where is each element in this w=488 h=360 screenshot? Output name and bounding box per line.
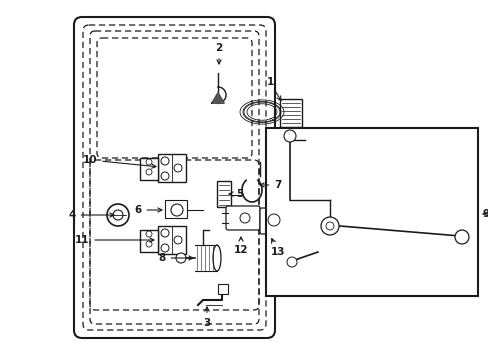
Bar xyxy=(218,284,227,294)
Circle shape xyxy=(161,157,169,165)
Bar xyxy=(280,99,302,127)
Circle shape xyxy=(146,159,152,165)
Circle shape xyxy=(161,229,169,237)
Bar xyxy=(158,226,185,254)
Text: 3: 3 xyxy=(203,307,210,328)
Text: 9: 9 xyxy=(482,209,488,219)
Circle shape xyxy=(286,257,296,267)
Circle shape xyxy=(267,214,280,226)
FancyBboxPatch shape xyxy=(225,206,260,230)
Polygon shape xyxy=(212,93,224,103)
Circle shape xyxy=(325,222,333,230)
Text: 6: 6 xyxy=(134,205,162,215)
Circle shape xyxy=(176,253,185,263)
Bar xyxy=(140,158,158,180)
Bar xyxy=(217,181,230,207)
Text: 4: 4 xyxy=(68,210,114,220)
Circle shape xyxy=(240,213,249,223)
Text: 2: 2 xyxy=(215,43,222,64)
Circle shape xyxy=(161,172,169,180)
FancyBboxPatch shape xyxy=(260,208,289,234)
Circle shape xyxy=(174,164,182,172)
Ellipse shape xyxy=(213,245,221,271)
Circle shape xyxy=(284,130,295,142)
Circle shape xyxy=(171,204,183,216)
Circle shape xyxy=(113,210,123,220)
Bar xyxy=(265,128,477,296)
Text: 7: 7 xyxy=(260,180,281,190)
Bar xyxy=(140,230,158,252)
Text: 13: 13 xyxy=(270,239,285,257)
Text: 8: 8 xyxy=(158,253,193,263)
Text: 12: 12 xyxy=(233,237,248,255)
Bar xyxy=(164,200,186,218)
Circle shape xyxy=(161,244,169,252)
Text: 1: 1 xyxy=(266,77,281,100)
Text: 11: 11 xyxy=(75,235,154,245)
Circle shape xyxy=(454,230,468,244)
Circle shape xyxy=(320,217,338,235)
Circle shape xyxy=(107,204,129,226)
Bar xyxy=(158,154,185,182)
Circle shape xyxy=(146,169,152,175)
Circle shape xyxy=(146,241,152,247)
Text: 10: 10 xyxy=(82,155,156,168)
Circle shape xyxy=(146,231,152,237)
Text: 5: 5 xyxy=(228,189,243,199)
Circle shape xyxy=(174,236,182,244)
